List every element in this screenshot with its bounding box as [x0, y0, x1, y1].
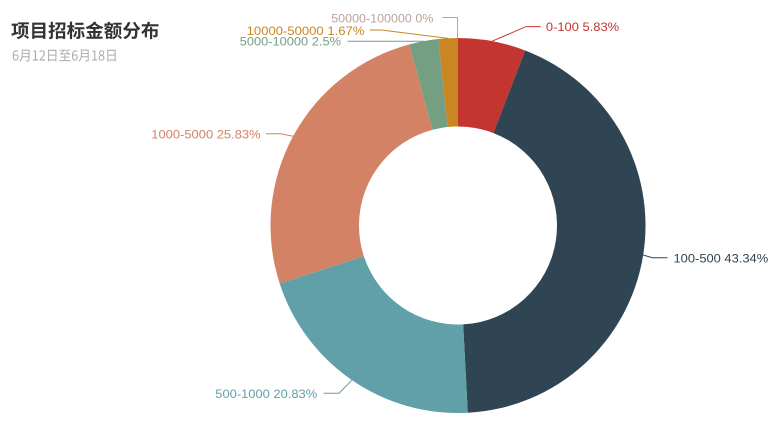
- svg-text:50000-100000 0%: 50000-100000 0%: [331, 11, 433, 25]
- svg-text:5000-10000 2.5%: 5000-10000 2.5%: [240, 34, 342, 48]
- svg-text:100-500 43.34%: 100-500 43.34%: [674, 252, 769, 266]
- svg-text:1000-5000 25.83%: 1000-5000 25.83%: [151, 127, 261, 141]
- svg-text:500-1000 20.83%: 500-1000 20.83%: [215, 387, 317, 401]
- svg-text:0-100 5.83%: 0-100 5.83%: [546, 20, 620, 34]
- svg-text:10000-50000 1.67%: 10000-50000 1.67%: [247, 24, 365, 38]
